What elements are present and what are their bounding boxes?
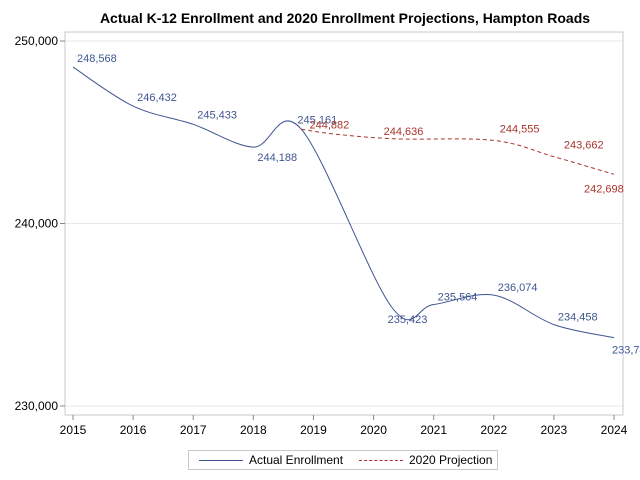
x-tick-label: 2017 [180, 423, 207, 437]
data-label: 244,882 [309, 119, 349, 131]
y-tick-label: 250,000 [15, 34, 59, 48]
labels-layer: 248,568 246,432 245,433 244,188 245,161 235,4… [77, 53, 640, 356]
data-label: 246,432 [137, 92, 177, 104]
x-tick-label: 2021 [420, 423, 447, 437]
series-line-2020-projection [301, 128, 615, 175]
data-label: 235,423 [388, 314, 428, 326]
x-tick-label: 2022 [480, 423, 507, 437]
data-label: 244,188 [257, 152, 297, 164]
axes-layer: 230,000 240,000 250,000 2015 2016 2017 2018 201… [15, 31, 628, 437]
data-label: 248,568 [77, 53, 117, 65]
data-label: 244,636 [384, 126, 424, 138]
data-label: 242,698 [584, 183, 624, 195]
x-tick-label: 2018 [240, 423, 267, 437]
x-tick-label: 2015 [60, 423, 87, 437]
y-tick-label: 240,000 [15, 217, 59, 231]
chart-title: Actual K-12 Enrollment and 2020 Enrollme… [99, 10, 591, 26]
legend-swatch-projection [359, 459, 403, 461]
legend-item-projection: 2020 Projection [359, 453, 492, 467]
data-label: 233,749 [612, 345, 640, 357]
legend: Actual Enrollment 2020 Projection [188, 450, 498, 470]
x-tick-label: 2020 [360, 423, 387, 437]
data-label: 245,161 [297, 114, 337, 126]
data-label: 244,555 [500, 123, 540, 135]
data-label: 235,564 [438, 291, 478, 303]
grid-layer [65, 40, 623, 407]
y-tick-label: 230,000 [15, 399, 59, 413]
legend-item-actual: Actual Enrollment [199, 453, 343, 467]
legend-swatch-actual [199, 459, 243, 461]
data-label: 234,458 [558, 312, 598, 324]
x-tick-label: 2019 [300, 423, 327, 437]
legend-label-projection: 2020 Projection [409, 453, 493, 467]
data-label: 243,662 [564, 140, 604, 152]
x-tick-label: 2016 [120, 423, 147, 437]
x-tick-label: 2023 [541, 423, 568, 437]
data-label: 245,433 [197, 109, 237, 121]
series-layer [72, 66, 615, 339]
x-tick-label: 2024 [601, 423, 628, 437]
series-line-actual-enrollment [72, 66, 615, 339]
data-label: 236,074 [498, 282, 538, 294]
legend-label-actual: Actual Enrollment [249, 453, 344, 467]
